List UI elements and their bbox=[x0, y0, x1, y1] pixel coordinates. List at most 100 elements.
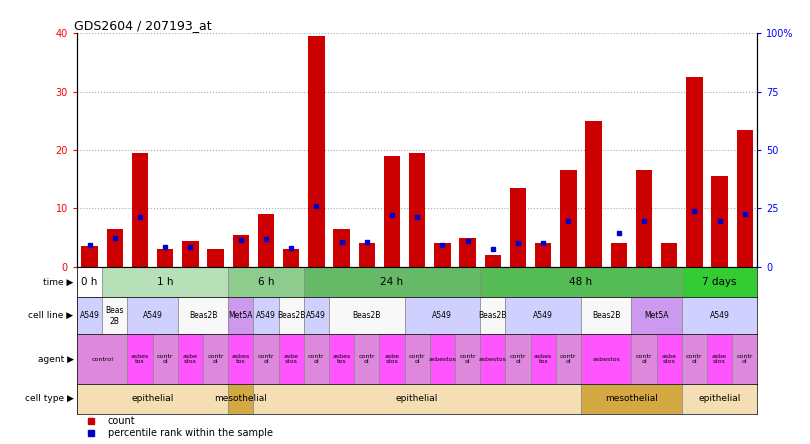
Text: asbe
stos: asbe stos bbox=[662, 353, 676, 365]
Bar bbox=[611, 243, 627, 267]
Bar bbox=[404, 334, 430, 384]
Text: Beas2B: Beas2B bbox=[277, 311, 305, 320]
Bar bbox=[509, 188, 526, 267]
Bar bbox=[455, 334, 480, 384]
Bar bbox=[77, 334, 127, 384]
Text: asbe
stos: asbe stos bbox=[183, 353, 198, 365]
Text: 1 h: 1 h bbox=[157, 277, 173, 287]
Bar bbox=[586, 121, 602, 267]
Text: mesothelial: mesothelial bbox=[215, 394, 267, 403]
Text: A549: A549 bbox=[433, 311, 452, 320]
Bar bbox=[581, 297, 631, 334]
Text: mesothelial: mesothelial bbox=[605, 394, 658, 403]
Bar bbox=[682, 334, 707, 384]
Bar bbox=[334, 229, 350, 267]
Text: asbestos: asbestos bbox=[428, 357, 456, 361]
Text: asbes
tos: asbes tos bbox=[232, 353, 249, 365]
Bar bbox=[409, 153, 425, 267]
Bar bbox=[228, 297, 254, 334]
Bar bbox=[279, 334, 304, 384]
Bar bbox=[102, 267, 228, 297]
Text: contr
ol: contr ol bbox=[409, 353, 425, 365]
Text: percentile rank within the sample: percentile rank within the sample bbox=[108, 428, 273, 438]
Text: epithelial: epithelial bbox=[396, 394, 438, 403]
Bar bbox=[505, 334, 531, 384]
Bar bbox=[182, 241, 198, 267]
Bar bbox=[81, 246, 98, 267]
Bar bbox=[707, 334, 732, 384]
Text: asbes
tos: asbes tos bbox=[534, 353, 552, 365]
Bar bbox=[484, 255, 501, 267]
Bar bbox=[480, 297, 505, 334]
Text: 7 days: 7 days bbox=[702, 277, 737, 287]
Bar bbox=[354, 334, 379, 384]
Text: Met5A: Met5A bbox=[228, 311, 253, 320]
Bar bbox=[77, 297, 102, 334]
Text: cell line ▶: cell line ▶ bbox=[28, 311, 74, 320]
Bar bbox=[379, 334, 404, 384]
Bar bbox=[254, 384, 581, 414]
Bar bbox=[203, 334, 228, 384]
Bar bbox=[77, 384, 228, 414]
Text: asbe
stos: asbe stos bbox=[385, 353, 399, 365]
Text: contr
ol: contr ol bbox=[359, 353, 375, 365]
Text: contr
ol: contr ol bbox=[509, 353, 526, 365]
Text: 0 h: 0 h bbox=[81, 277, 98, 287]
Bar bbox=[657, 334, 682, 384]
Bar bbox=[556, 334, 581, 384]
Bar bbox=[480, 267, 682, 297]
Text: GDS2604 / 207193_at: GDS2604 / 207193_at bbox=[74, 19, 211, 32]
Text: A549: A549 bbox=[533, 311, 553, 320]
Bar bbox=[404, 297, 480, 334]
Text: contr
ol: contr ol bbox=[686, 353, 702, 365]
Bar bbox=[258, 214, 274, 267]
Bar bbox=[535, 243, 552, 267]
Bar bbox=[177, 297, 228, 334]
Bar bbox=[132, 153, 148, 267]
Text: epithelial: epithelial bbox=[698, 394, 740, 403]
Bar bbox=[636, 170, 652, 267]
Text: cell type ▶: cell type ▶ bbox=[24, 394, 74, 403]
Bar bbox=[480, 334, 505, 384]
Bar bbox=[107, 229, 123, 267]
Text: asbes
tos: asbes tos bbox=[332, 353, 351, 365]
Text: contr
ol: contr ol bbox=[207, 353, 224, 365]
Bar bbox=[254, 334, 279, 384]
Bar bbox=[711, 176, 727, 267]
Bar bbox=[228, 334, 254, 384]
Text: 6 h: 6 h bbox=[258, 277, 275, 287]
Bar bbox=[232, 235, 249, 267]
Bar bbox=[686, 77, 702, 267]
Text: 48 h: 48 h bbox=[569, 277, 592, 287]
Bar bbox=[283, 249, 300, 267]
Text: asbe
stos: asbe stos bbox=[712, 353, 727, 365]
Bar bbox=[434, 243, 450, 267]
Text: contr
ol: contr ol bbox=[560, 353, 577, 365]
Text: contr
ol: contr ol bbox=[636, 353, 652, 365]
Bar bbox=[682, 384, 757, 414]
Bar bbox=[581, 384, 682, 414]
Bar bbox=[459, 238, 475, 267]
Bar bbox=[102, 297, 127, 334]
Text: contr
ol: contr ol bbox=[736, 353, 753, 365]
Text: Met5A: Met5A bbox=[644, 311, 669, 320]
Bar bbox=[308, 36, 325, 267]
Text: A549: A549 bbox=[256, 311, 276, 320]
Bar bbox=[359, 243, 375, 267]
Bar bbox=[228, 267, 304, 297]
Text: asbestos: asbestos bbox=[592, 357, 620, 361]
Bar bbox=[152, 334, 177, 384]
Bar bbox=[531, 334, 556, 384]
Text: asbes
tos: asbes tos bbox=[131, 353, 149, 365]
Bar bbox=[505, 297, 581, 334]
Text: Beas
2B: Beas 2B bbox=[105, 306, 124, 325]
Bar bbox=[329, 334, 354, 384]
Bar bbox=[736, 130, 753, 267]
Text: control: control bbox=[92, 357, 113, 361]
Bar bbox=[127, 297, 177, 334]
Text: 24 h: 24 h bbox=[381, 277, 403, 287]
Text: A549: A549 bbox=[306, 311, 326, 320]
Text: A549: A549 bbox=[143, 311, 163, 320]
Bar bbox=[77, 267, 102, 297]
Bar bbox=[329, 297, 404, 334]
